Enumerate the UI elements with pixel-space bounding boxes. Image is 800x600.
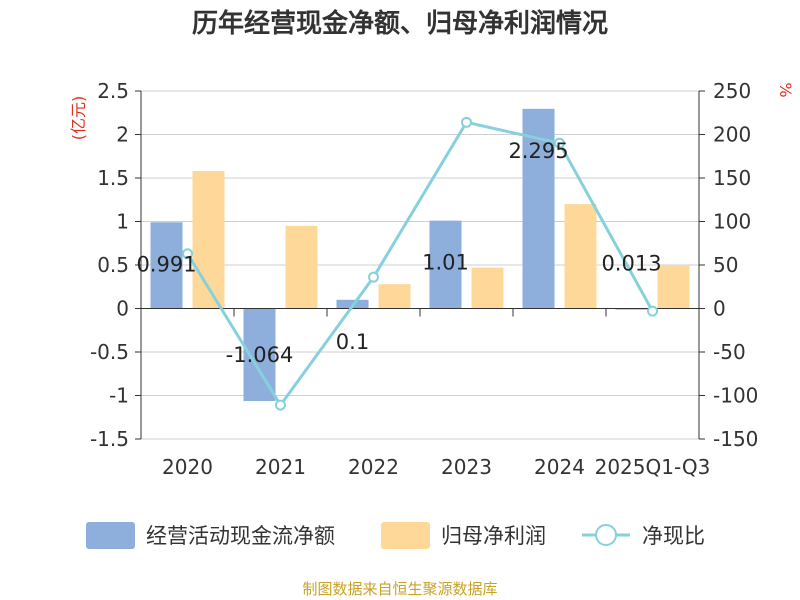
cashflow-data-label: 2.295 [508,139,568,163]
right-tick-label: 250 [713,79,751,103]
left-tick-label: -1 [109,384,129,408]
left-tick-label: 0 [116,297,129,321]
right-tick-label: -50 [713,340,746,364]
ratio-point [554,137,565,149]
right-tick-label: 200 [713,123,751,147]
right-axis-unit: % [776,82,795,97]
legend: 经营活动现金流净额 归母净利润 净现比 [86,522,705,549]
ratio-point [275,399,286,411]
cashflow-bar [150,222,183,309]
profit-bar [378,284,411,309]
right-tick-label: 50 [713,253,738,277]
right-tick-label: 150 [713,166,751,190]
cashflow-bar [615,308,648,310]
left-tick-label: 2 [116,123,129,147]
profit-bar [285,225,318,309]
right-tick-label: -100 [713,384,758,408]
legend-label-cashflow: 经营活动现金流净额 [146,524,335,548]
cashflow-data-label: 0.1 [336,330,369,354]
source-note: 制图数据来自恒生聚源数据库 [302,580,497,598]
x-tick-label: 2020 [162,455,213,479]
left-axis-unit: (亿元) [69,96,88,141]
legend-label-profit: 归母净利润 [441,524,546,548]
cashflow-data-label: 0.991 [136,252,196,276]
left-tick-label: 2.5 [97,79,129,103]
profit-bar [657,265,690,309]
chart-title: 历年经营现金净额、归母净利润情况 [192,8,608,39]
left-tick-label: -1.5 [90,427,129,451]
legend-swatch-cashflow [86,522,135,549]
cashflow-data-label: 0.013 [601,252,661,276]
axes: 2.5 250 2 200 1.5 150 1 100 0.5 50 0 0 -0.5 -50 -1 -100… [90,79,758,479]
ratio-point [182,248,193,260]
x-tick-label: 2024 [534,455,585,479]
ratio-point [461,116,472,128]
legend-swatch-profit [381,522,430,549]
ratio-point [368,271,379,283]
left-tick-label: -0.5 [90,340,129,364]
left-tick-label: 1.5 [97,166,129,190]
right-tick-label: 100 [713,210,751,234]
x-tick-label: 2025Q1-Q3 [595,455,711,479]
x-tick-label: 2023 [441,455,492,479]
x-tick-label: 2022 [348,455,399,479]
x-tick-label: 2021 [255,455,306,479]
left-tick-label: 0.5 [97,253,129,277]
data-labels: 0.991 -1.064 0.1 1.01 2.295 0.013 [136,139,661,367]
profit-bar [564,204,597,309]
right-tick-label: -150 [713,427,758,451]
ratio-polyline [186,120,654,408]
legend-swatch-ratio-marker [595,524,617,546]
right-tick-label: 0 [713,297,726,321]
cashflow-bar [429,220,462,309]
cashflow-data-label: -1.064 [226,343,294,367]
profit-bar [471,267,504,309]
ratio-line [182,116,658,411]
legend-label-ratio: 净现比 [642,524,705,548]
cashflow-data-label: 1.01 [422,251,469,275]
left-tick-label: 1 [116,210,129,234]
ratio-point [647,305,658,317]
